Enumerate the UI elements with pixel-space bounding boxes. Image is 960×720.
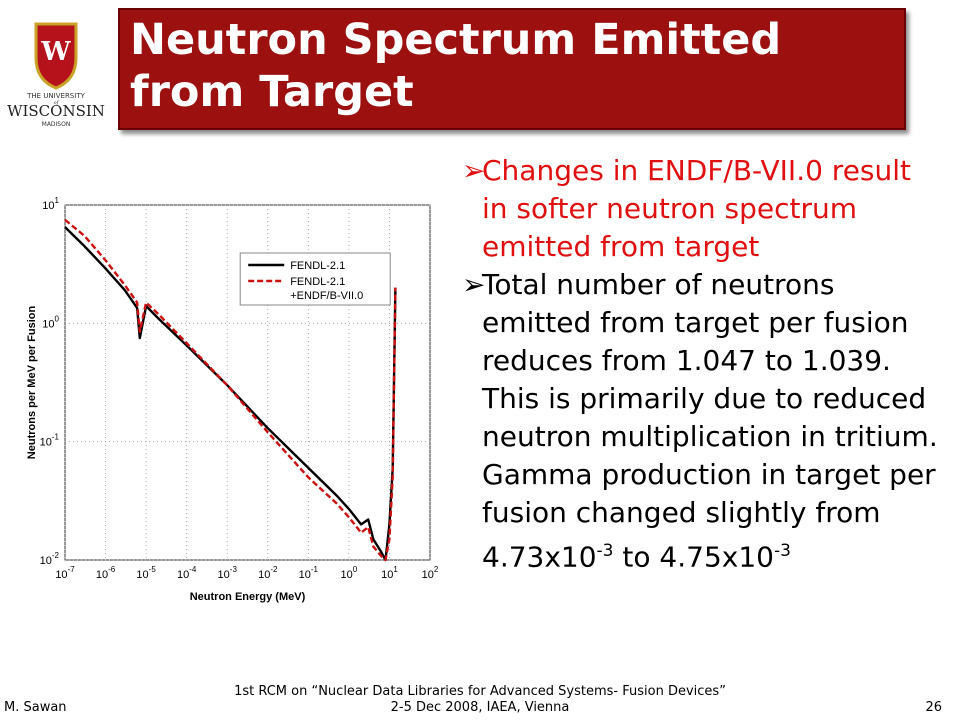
title-line-1: Neutron Spectrum Emitted [130, 15, 782, 65]
logo-text-top: THE UNIVERSITY [26, 92, 85, 100]
x-tick-label: 101 [381, 565, 398, 581]
superscript-1: -3 [596, 541, 614, 561]
bullet-list: ➢ Changes in ENDF/B-VII.0 result in soft… [462, 152, 942, 576]
bullet-text-1: Changes in ENDF/B-VII.0 result in softer… [482, 154, 912, 263]
y-tick-label: 10-1 [40, 433, 60, 449]
y-tick-label: 100 [42, 314, 59, 330]
page-number: 26 [925, 700, 942, 715]
bullet-item-2: ➢ Total number of neutrons emitted from … [462, 266, 942, 576]
series-endf-line [64, 218, 397, 562]
bullet-text-2a: Total number of neutrons emitted from ta… [482, 268, 938, 574]
y-axis-label: Neutrons per MeV per Fusion [26, 306, 38, 460]
logo-text-main: WISCONSIN [7, 102, 105, 120]
spectrum-chart: 10-7 10-6 10-5 10-4 10-3 10-2 10-1 100 101 102 10-… [20, 190, 450, 615]
x-tick-label: 100 [341, 565, 358, 581]
logo-text-bottom: MADISON [42, 121, 71, 128]
x-tick-label: 10-4 [177, 565, 197, 581]
crest-icon: W THE UNIVERSITY of WISCONSIN MADISON [7, 22, 105, 128]
legend-label: FENDL-2.1 [290, 276, 345, 288]
arrow-bullet-icon: ➢ [462, 154, 486, 187]
logo-text-of: of [54, 100, 60, 106]
crest-letter: W [40, 37, 71, 67]
y-tick-label: 101 [42, 196, 59, 212]
footer-event-line-2: 2-5 Dec 2008, IAEA, Vienna [390, 700, 570, 715]
university-logo: W THE UNIVERSITY of WISCONSIN MADISON [0, 18, 112, 130]
chart-svg: 10-7 10-6 10-5 10-4 10-3 10-2 10-1 100 101 102 10-… [26, 196, 439, 603]
x-axis-label: Neutron Energy (MeV) [190, 591, 306, 603]
superscript-2: -3 [773, 541, 791, 561]
legend-label: +ENDF/B-VII.0 [290, 290, 363, 302]
x-tick-label: 10-6 [96, 565, 116, 581]
x-tick-label: 10-2 [258, 565, 278, 581]
x-tick-label: 10-5 [136, 565, 156, 581]
footer-event: 1st RCM on “Nuclear Data Libraries for A… [200, 684, 760, 716]
bullet-text-2b: to 4.75x10 [613, 540, 774, 574]
series-fendl-line [64, 226, 397, 562]
page-title: Neutron Spectrum Emitted from Target [130, 14, 890, 118]
legend-box [239, 252, 391, 306]
arrow-bullet-icon: ➢ [462, 268, 486, 301]
x-tick-label: 102 [422, 565, 439, 581]
x-tick-label: 10-3 [218, 565, 238, 581]
title-bar [118, 8, 906, 130]
y-tick-label: 10-2 [40, 551, 60, 567]
footer-event-line-1: 1st RCM on “Nuclear Data Libraries for A… [234, 684, 726, 699]
title-line-2: from Target [130, 67, 414, 117]
legend-label: FENDL-2.1 [290, 260, 345, 272]
footer-author: M. Sawan [4, 700, 67, 715]
x-tick-label: 10-1 [299, 565, 319, 581]
bullet-item-1: ➢ Changes in ENDF/B-VII.0 result in soft… [462, 152, 942, 266]
x-tick-label: 10-7 [55, 565, 75, 581]
